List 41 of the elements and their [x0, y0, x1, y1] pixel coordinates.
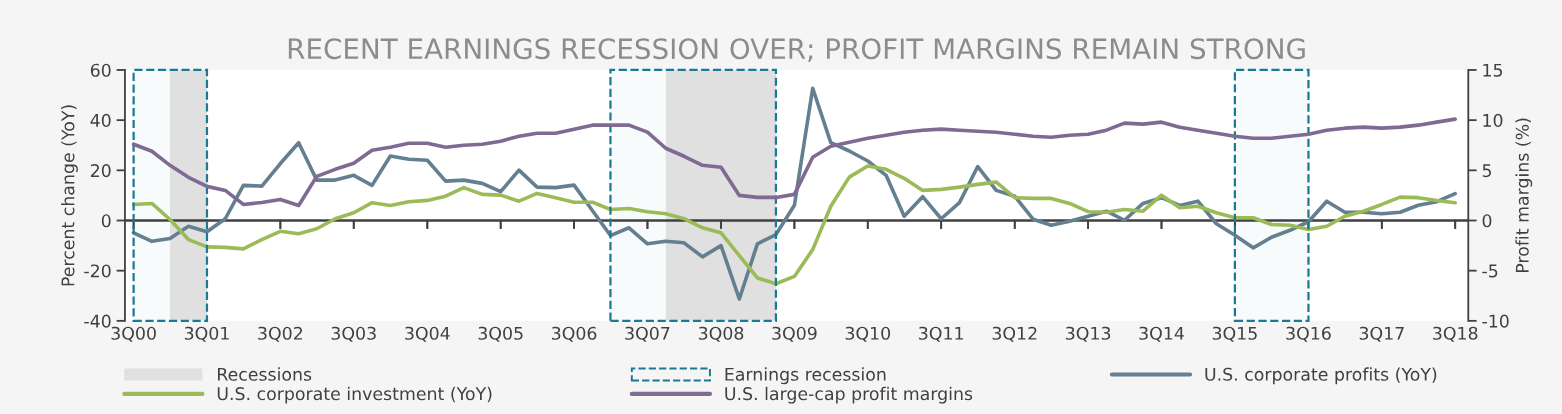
legend-label: Recessions [218, 367, 312, 381]
x-tick-label: 3Q07 [625, 326, 670, 342]
y-tick-label: 0 [101, 214, 111, 228]
x-tick-label: 3Q02 [258, 326, 303, 342]
x-tick-label: 3Q16 [1286, 326, 1331, 342]
legend-label: U.S. corporate investment (YoY) [217, 386, 492, 404]
y2-tick-label: 10 [1483, 113, 1503, 127]
x-tick-label: 3Q18 [1433, 326, 1478, 342]
legend-label: Earnings recession [725, 367, 886, 385]
line-series [131, 86, 1458, 301]
y2-tick-label: 15 [1483, 63, 1503, 77]
y2-tick-label: 0 [1482, 214, 1492, 228]
x-tick-label: 3Q09 [772, 326, 817, 342]
y-tick-label: 20 [90, 164, 111, 178]
y2-tick-label: -5 [1482, 264, 1498, 278]
x-tick-label: 3Q15 [1212, 326, 1257, 342]
x-tick-label: 3Q05 [478, 326, 523, 342]
x-tick-label: 3Q03 [331, 326, 376, 342]
legend-label: U.S. large-cap profit margins [725, 386, 973, 404]
y-axis-title: Percent change (YoY) [61, 105, 78, 286]
x-tick-label: 3Q00 [111, 326, 156, 342]
line-series [131, 117, 1458, 208]
y2-tick-label: -10 [1482, 314, 1509, 328]
x-tick-label: 3Q04 [405, 326, 450, 342]
x-tick-label: 3Q11 [919, 326, 963, 342]
x-tick-label: 3Q17 [1359, 326, 1404, 342]
x-tick-label: 3Q01 [184, 326, 229, 342]
x-tick-label: 3Q14 [1139, 326, 1184, 342]
x-tick-label: 3Q06 [552, 326, 597, 342]
x-tick-label: 3Q10 [845, 326, 891, 342]
y-tick-label: -40 [84, 314, 111, 328]
x-tick-label: 3Q08 [698, 326, 744, 342]
chart-title: RECENT EARNINGS RECESSION OVER; PROFIT MARGINS REMAIN STRONG [288, 38, 1305, 63]
legend-label: U.S. corporate profits (YoY) [1205, 367, 1437, 385]
y-tick-label: 60 [90, 63, 111, 77]
y2-axis-title: Profit margins (%) [1515, 118, 1533, 273]
y-tick-label: -20 [84, 264, 111, 278]
y-tick-label: 40 [90, 113, 111, 127]
y2-tick-label: 5 [1482, 164, 1491, 178]
x-tick-label: 3Q13 [1066, 326, 1111, 342]
x-tick-label: 3Q12 [992, 326, 1037, 342]
